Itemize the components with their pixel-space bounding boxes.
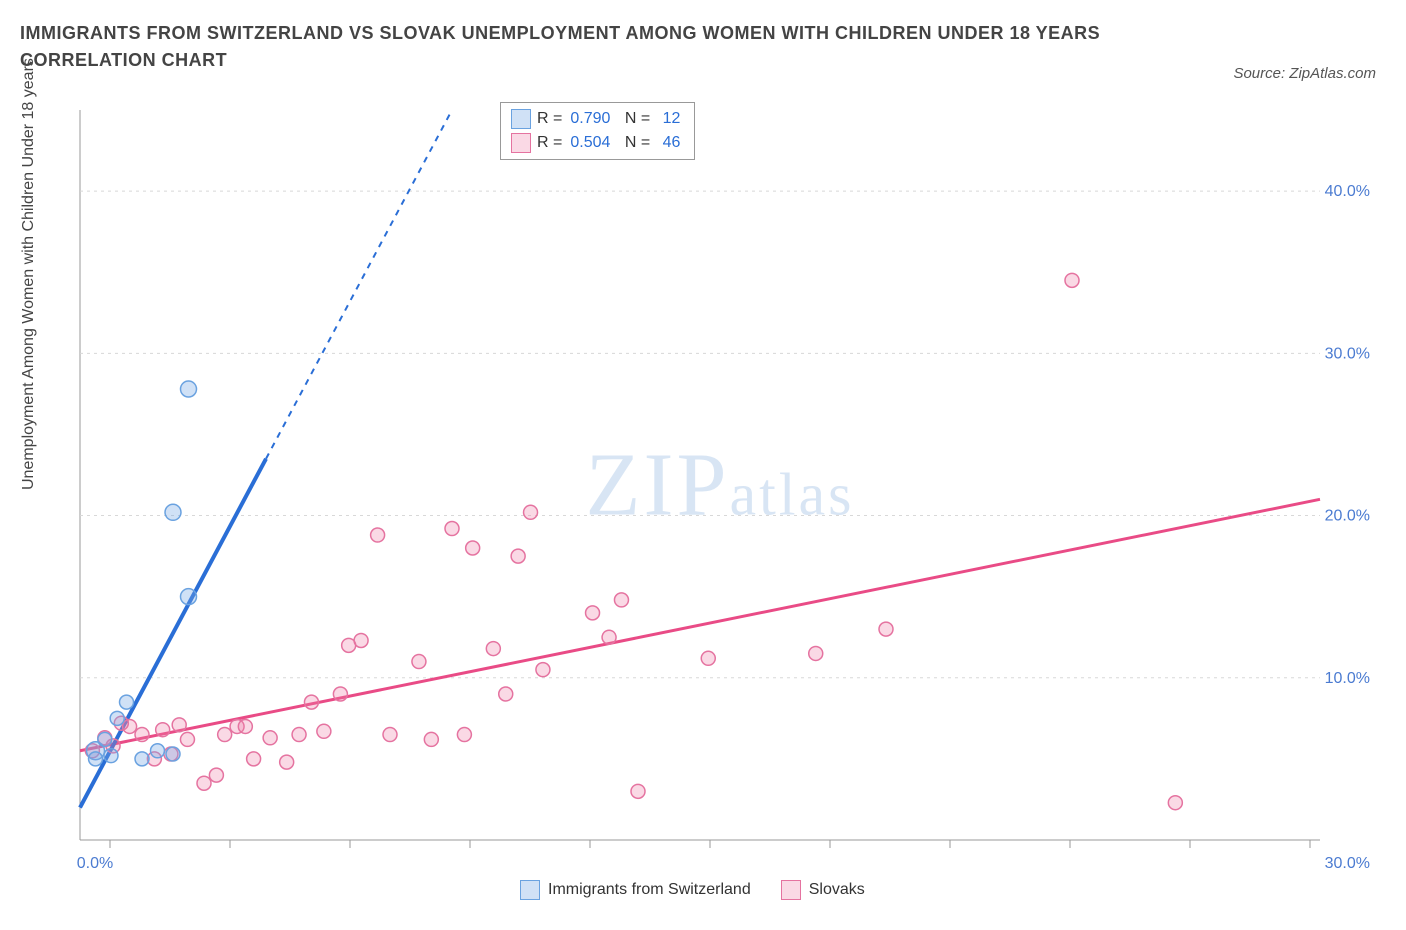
data-point	[180, 732, 194, 746]
data-point	[457, 728, 471, 742]
data-point	[602, 630, 616, 644]
data-point	[135, 728, 149, 742]
data-point	[197, 776, 211, 790]
data-point	[524, 505, 538, 519]
legend-swatch	[511, 133, 531, 153]
legend-item: Immigrants from Switzerland	[520, 880, 751, 900]
legend-row: R = 0.790 N = 12	[511, 107, 684, 131]
svg-text:20.0%: 20.0%	[1325, 508, 1370, 525]
data-point	[165, 504, 181, 520]
legend-row: R = 0.504 N = 46	[511, 131, 684, 155]
svg-text:10.0%: 10.0%	[1325, 670, 1370, 687]
r-label: R =	[537, 107, 562, 131]
data-point	[317, 724, 331, 738]
data-point	[445, 522, 459, 536]
series-legend: Immigrants from Switzerland Slovaks	[520, 880, 865, 900]
data-point	[156, 723, 170, 737]
data-point	[354, 633, 368, 647]
chart-title: IMMIGRANTS FROM SWITZERLAND VS SLOVAK UN…	[20, 20, 1206, 74]
data-point	[218, 728, 232, 742]
data-point	[172, 718, 186, 732]
data-point	[181, 381, 197, 397]
data-point	[238, 719, 252, 733]
data-point	[247, 752, 261, 766]
data-point	[120, 695, 134, 709]
data-point	[98, 732, 112, 746]
r-value: 0.790	[570, 107, 610, 131]
svg-text:0.0%: 0.0%	[77, 855, 113, 870]
chart-container: IMMIGRANTS FROM SWITZERLAND VS SLOVAK UN…	[0, 0, 1406, 930]
data-point	[89, 752, 103, 766]
data-point	[292, 728, 306, 742]
legend-swatch	[781, 880, 801, 900]
data-point	[809, 646, 823, 660]
data-point	[333, 687, 347, 701]
n-value: 12	[658, 107, 680, 131]
data-point	[1168, 796, 1182, 810]
data-point	[209, 768, 223, 782]
data-point	[181, 589, 197, 605]
data-point	[166, 747, 180, 761]
data-point	[586, 606, 600, 620]
data-point	[110, 711, 124, 725]
legend-swatch	[520, 880, 540, 900]
plot-area: 10.0%20.0%30.0%40.0%0.0%30.0% ZIPatlas	[60, 100, 1380, 870]
data-point	[371, 528, 385, 542]
n-label: N =	[620, 107, 650, 131]
data-point	[151, 744, 165, 758]
data-point	[135, 752, 149, 766]
data-point	[304, 695, 318, 709]
data-point	[263, 731, 277, 745]
data-point	[424, 732, 438, 746]
data-point	[499, 687, 513, 701]
svg-text:40.0%: 40.0%	[1325, 183, 1370, 200]
n-label: N =	[620, 131, 650, 155]
data-point	[486, 642, 500, 656]
data-point	[104, 749, 118, 763]
y-axis-label: Unemployment Among Women with Children U…	[20, 58, 38, 490]
data-point	[614, 593, 628, 607]
data-point	[383, 728, 397, 742]
r-value: 0.504	[570, 131, 610, 155]
data-point	[536, 663, 550, 677]
data-point	[280, 755, 294, 769]
data-point	[631, 784, 645, 798]
data-point	[879, 622, 893, 636]
data-point	[511, 549, 525, 563]
legend-item: Slovaks	[781, 880, 865, 900]
data-point	[701, 651, 715, 665]
legend-swatch	[511, 109, 531, 129]
data-point	[466, 541, 480, 555]
svg-text:30.0%: 30.0%	[1325, 345, 1370, 362]
svg-text:30.0%: 30.0%	[1325, 855, 1370, 870]
r-label: R =	[537, 131, 562, 155]
scatter-plot-svg: 10.0% 20.0% 30.0% 40.0% 0.0% 30.0%	[60, 100, 1380, 870]
data-point	[412, 655, 426, 669]
data-point	[1065, 273, 1079, 287]
correlation-legend: R = 0.790 N = 12 R = 0.504 N = 46	[500, 102, 695, 160]
n-value: 46	[658, 131, 680, 155]
legend-label: Immigrants from Switzerland	[548, 881, 751, 899]
source-attribution: Source: ZipAtlas.com	[1233, 65, 1376, 82]
legend-label: Slovaks	[809, 881, 865, 899]
